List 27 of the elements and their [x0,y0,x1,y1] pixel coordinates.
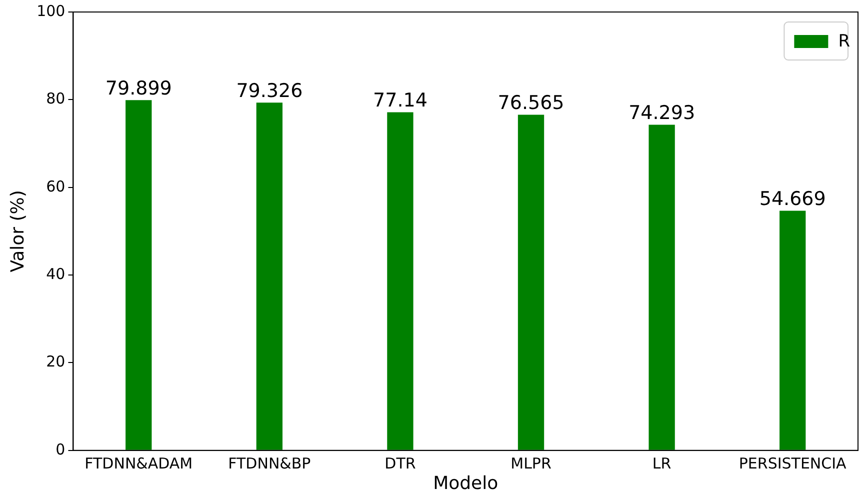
data-label: 76.565 [498,92,564,114]
x-axis-title: Modelo [433,472,498,494]
y-tick-label: 80 [46,90,66,108]
y-axis-title: Valor (%) [7,190,28,272]
y-tick-label: 100 [36,2,66,20]
data-label: 74.293 [628,102,696,124]
data-label: 79.899 [105,78,172,100]
bar [387,112,414,450]
y-tick-label: 60 [46,177,66,196]
data-label: 79.326 [236,80,303,102]
bar [256,102,283,450]
legend-label: R [838,31,850,52]
y-tick-label: 40 [46,264,66,283]
x-tick-label: PERSISTENCIA [738,454,848,472]
x-tick-label: FTDNN&BP [228,454,311,472]
y-tick-label: 20 [46,352,66,371]
x-tick-label: FTDNN&ADAM [84,454,193,472]
bar [648,124,675,450]
x-tick-label: DTR [384,454,416,472]
data-label: 54.669 [759,188,826,210]
bar [518,114,544,450]
x-tick-label: MLPR [510,454,552,472]
x-tick-label: LR [652,454,672,472]
bar [126,100,152,450]
bar [780,210,806,450]
y-tick-label: 0 [56,440,66,458]
data-label: 77.14 [373,90,428,112]
